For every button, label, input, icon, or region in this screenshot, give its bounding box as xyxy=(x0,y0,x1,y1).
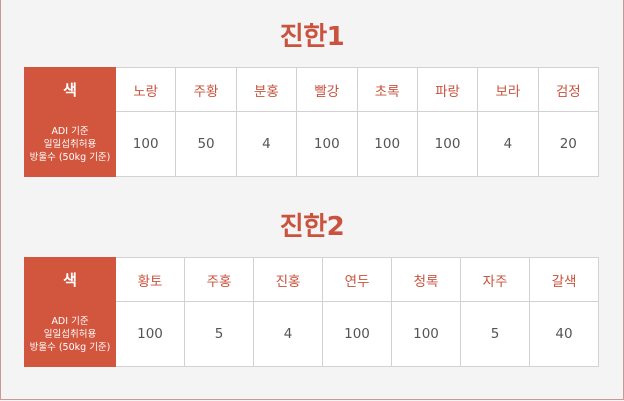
adi-value-cell: 5 xyxy=(184,301,254,367)
adi-label-line: ADI 기준 xyxy=(51,315,89,327)
color-name-cell: 초록 xyxy=(356,67,418,112)
adi-value-cell: 100 xyxy=(115,301,185,367)
adi-value-cell: 100 xyxy=(296,111,358,177)
adi-label-line: 방울수 (50kg 기준) xyxy=(29,151,111,163)
adi-value-cell: 20 xyxy=(537,111,600,177)
color-name-cell: 청록 xyxy=(391,257,461,302)
section-title-1: 진한1 xyxy=(279,22,345,52)
dye-table-1: 색 노랑 주황 분홍 빨강 초록 파랑 보라 검정 ADI 기준 일일섭취허용 … xyxy=(24,67,600,177)
color-name-cell: 진홍 xyxy=(253,257,323,302)
adi-value-cell: 100 xyxy=(356,111,418,177)
color-name-cell: 연두 xyxy=(322,257,392,302)
adi-value-row: ADI 기준 일일섭취허용 방울수 (50kg 기준) 100 50 4 100… xyxy=(24,111,600,177)
adi-value-cell: 4 xyxy=(253,301,323,367)
color-name-cell: 황토 xyxy=(115,257,185,302)
adi-label-line: ADI 기준 xyxy=(51,125,89,137)
adi-label-line: 일일섭취허용 xyxy=(43,138,97,150)
color-name-cell: 빨강 xyxy=(296,67,358,112)
color-name-cell: 자주 xyxy=(460,257,530,302)
color-name-cell: 검정 xyxy=(537,67,600,112)
color-name-cell: 주홍 xyxy=(184,257,254,302)
color-header-row: 색 노랑 주황 분홍 빨강 초록 파랑 보라 검정 xyxy=(24,67,600,112)
color-name-cell: 보라 xyxy=(477,67,539,112)
color-row-label: 색 xyxy=(24,257,116,302)
adi-label-line: 방울수 (50kg 기준) xyxy=(29,341,111,353)
color-header-row: 색 황토 주홍 진홍 연두 청록 자주 갈색 xyxy=(24,257,599,302)
section-title-2: 진한2 xyxy=(279,212,345,242)
color-name-cell: 파랑 xyxy=(416,67,479,112)
adi-row-label: ADI 기준 일일섭취허용 방울수 (50kg 기준) xyxy=(24,301,116,367)
adi-value-cell: 100 xyxy=(114,111,177,177)
adi-value-cell: 4 xyxy=(477,111,539,177)
adi-label-line: 일일섭취허용 xyxy=(43,328,97,340)
adi-value-cell: 5 xyxy=(460,301,530,367)
adi-value-cell: 100 xyxy=(391,301,461,367)
adi-value-cell: 40 xyxy=(529,301,599,367)
color-name-cell: 분홍 xyxy=(235,67,298,112)
adi-value-cell: 50 xyxy=(175,111,237,177)
color-name-cell: 주황 xyxy=(175,67,237,112)
adi-value-row: ADI 기준 일일섭취허용 방울수 (50kg 기준) 100 5 4 100 … xyxy=(24,301,599,367)
adi-value-cell: 100 xyxy=(416,111,479,177)
adi-value-cell: 4 xyxy=(235,111,298,177)
color-name-cell: 노랑 xyxy=(114,67,177,112)
color-row-label: 색 xyxy=(24,67,116,112)
adi-value-cell: 100 xyxy=(322,301,392,367)
dye-table-2: 색 황토 주홍 진홍 연두 청록 자주 갈색 ADI 기준 일일섭취허용 방울수… xyxy=(24,257,599,367)
adi-row-label: ADI 기준 일일섭취허용 방울수 (50kg 기준) xyxy=(24,111,116,177)
color-name-cell: 갈색 xyxy=(529,257,599,302)
